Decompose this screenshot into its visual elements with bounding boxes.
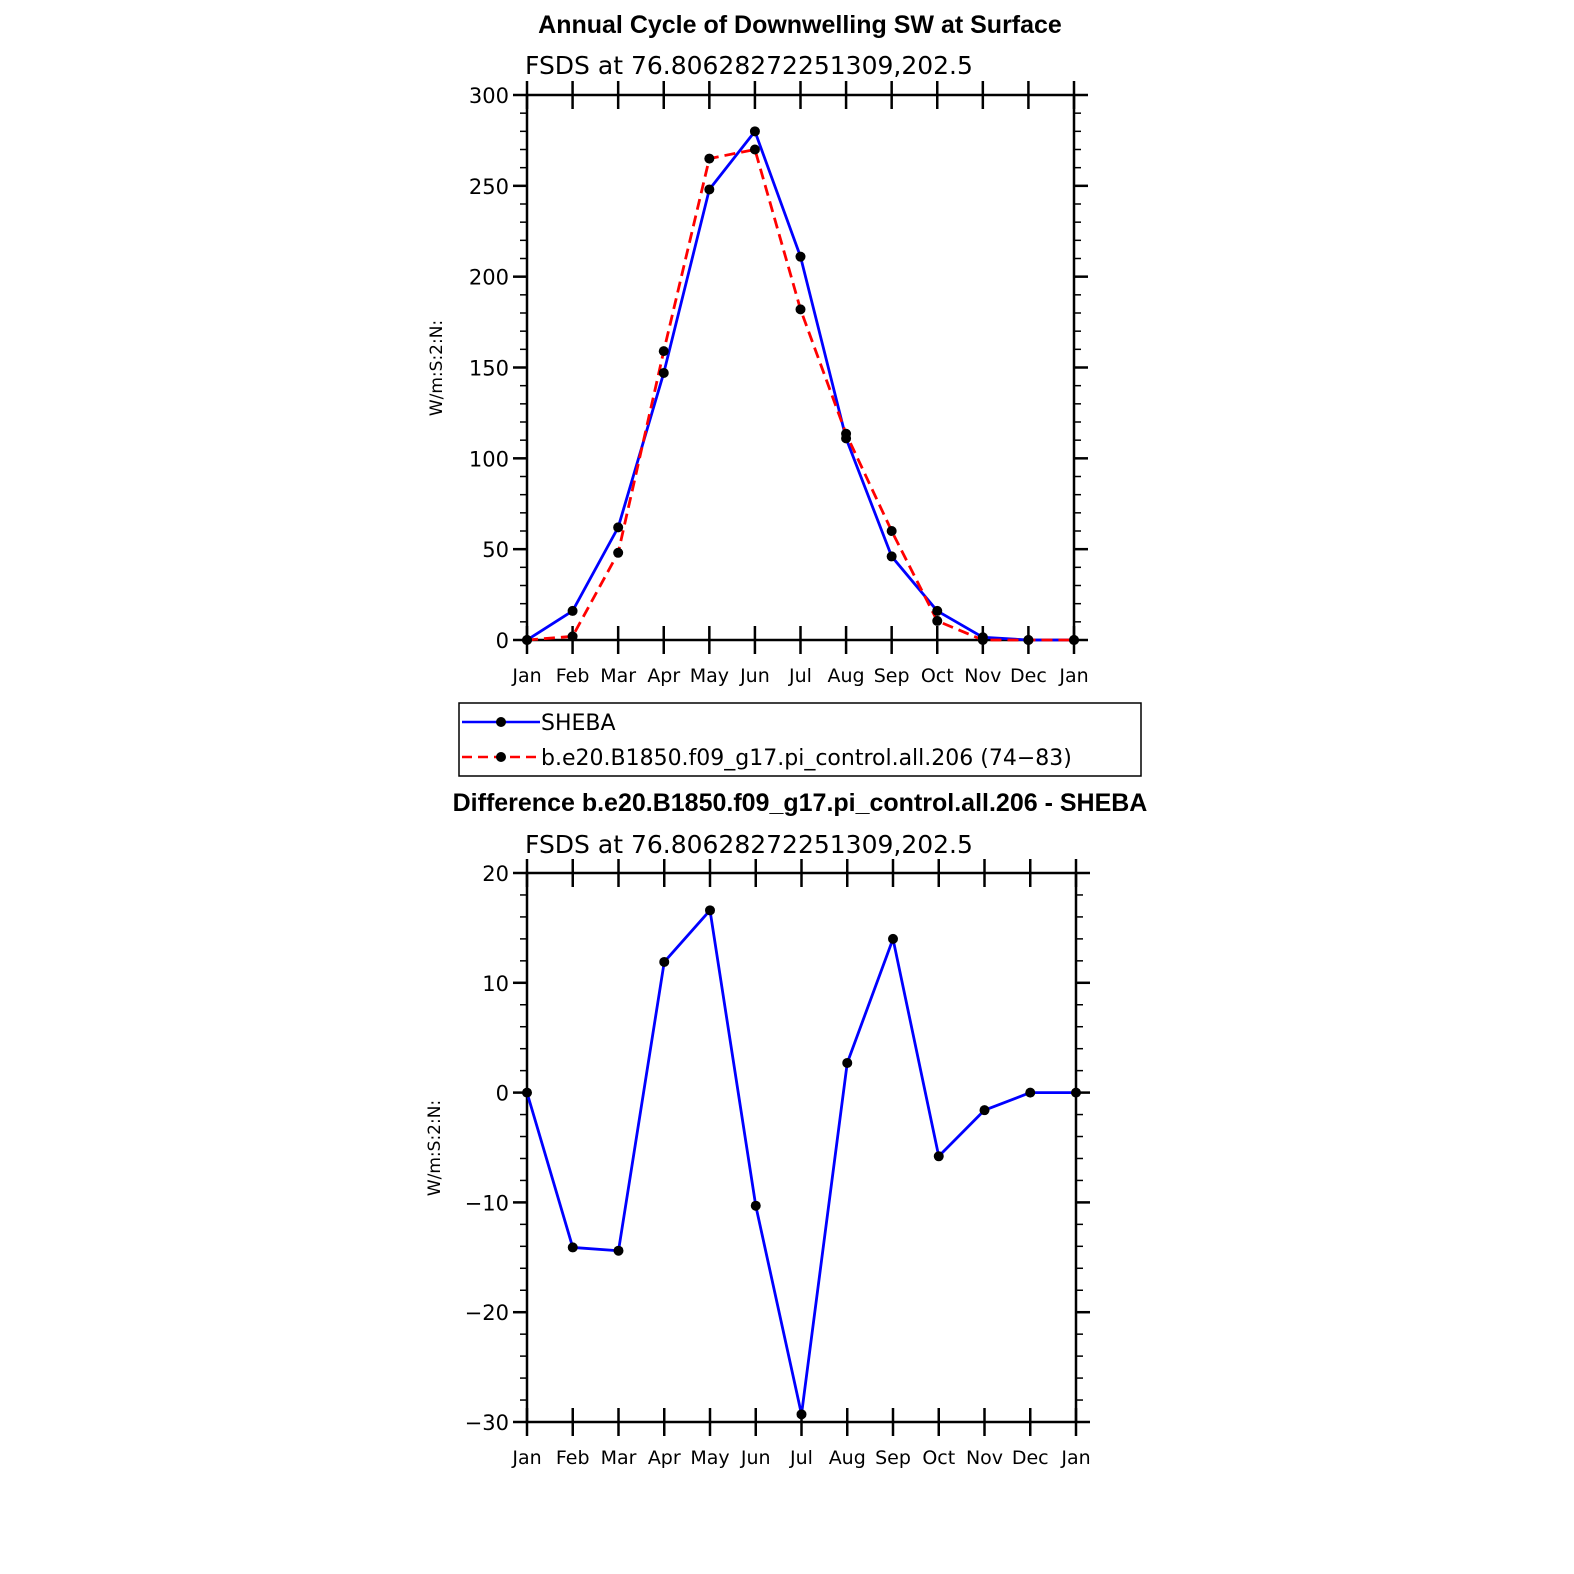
data-point-series-0 [567, 1242, 578, 1253]
x-tick-label: Dec [1010, 665, 1047, 687]
series-line-1 [526, 148, 1074, 642]
y-tick-label: 300 [469, 84, 509, 108]
y-tick-label: 0 [496, 1082, 509, 1106]
data-point-series-0 [613, 522, 624, 533]
data-point-series-0 [613, 1245, 624, 1256]
data-point-series-1 [1023, 635, 1034, 645]
y-axis-label-top: W/m:S:2:N: [427, 320, 447, 416]
plot-frame [525, 93, 1076, 642]
x-tick-label: Feb [556, 1447, 590, 1469]
chart-title-bottom: Difference b.e20.B1850.f09_g17.pi_contro… [453, 789, 1148, 817]
data-point-series-0 [886, 551, 897, 562]
y-tick-label: 200 [469, 266, 509, 290]
data-point-series-0 [888, 933, 898, 944]
data-point-series-0 [842, 1057, 853, 1068]
data-point-series-0 [658, 367, 669, 378]
data-point-series-1 [704, 153, 715, 164]
x-tick-label: May [690, 1447, 729, 1469]
x-tick-label: Sep [874, 665, 910, 687]
data-point-series-1 [522, 635, 532, 645]
plot-bottom: −30 −20 −10 0 10 20 Jan Feb Mar Apr May Jun Jul Aug Se… [465, 859, 1091, 1469]
x-tick-label: Aug [829, 1447, 866, 1469]
chart-title-top: Annual Cycle of Downwelling SW at Surfac… [538, 11, 1062, 39]
x-tick-label: Apr [648, 1447, 681, 1469]
data-point-series-1 [932, 615, 943, 626]
x-tick-label: Jan [1058, 665, 1088, 687]
data-point-series-1 [613, 547, 624, 558]
data-point-series-1 [841, 428, 852, 439]
y-tick-label: −20 [465, 1301, 509, 1325]
chart-subtitle-bottom: FSDS at 76.80628272251309,202.5 [525, 830, 973, 859]
series-line-0 [525, 908, 1076, 1416]
data-point-series-0 [796, 1409, 807, 1420]
legend: SHEBA b.e20.B1850.f09_g17.pi_control.all… [458, 702, 1142, 777]
data-point-series-0 [522, 1087, 532, 1098]
x-tick-label: Oct [921, 665, 954, 687]
data-point-series-0 [1071, 1087, 1081, 1098]
data-point-series-1 [1069, 635, 1079, 645]
x-tick-label: Jan [511, 1447, 541, 1469]
x-tick-label: Mar [601, 1447, 637, 1469]
data-point-series-0 [749, 126, 760, 137]
x-tick-label: Nov [964, 665, 1001, 687]
plot-frame [525, 871, 1078, 1424]
y-tick-label: 20 [482, 862, 509, 886]
data-point-series-1 [886, 526, 897, 536]
data-point-series-0 [567, 605, 578, 616]
data-point-series-1 [567, 631, 578, 642]
y-tick-label: 10 [482, 972, 509, 996]
data-point-series-0 [705, 905, 715, 916]
data-point-series-0 [704, 184, 715, 195]
x-tick-label: Sep [875, 1447, 911, 1469]
y-tick-label: 0 [496, 629, 509, 653]
x-tick-label: Jul [789, 1447, 813, 1469]
y-tick-label: 50 [482, 538, 509, 562]
data-point-series-1 [749, 144, 760, 155]
y-tick-label: −30 [465, 1411, 509, 1435]
series-line-0 [526, 129, 1074, 642]
x-tick-label: Feb [556, 665, 590, 687]
legend-marker-model [496, 752, 506, 762]
x-tick-label: Aug [828, 665, 865, 687]
data-point-series-0 [933, 1151, 944, 1162]
x-tick-label: Apr [647, 665, 680, 687]
data-point-series-1 [658, 346, 669, 357]
data-point-series-0 [979, 1105, 990, 1116]
data-point-series-1 [977, 635, 988, 645]
legend-box [458, 702, 1142, 777]
data-point-series-0 [932, 605, 943, 616]
plot-top: 0 50 100 150 200 250 300 Jan Feb Mar Apr May Jun Jul A… [469, 81, 1089, 687]
y-tick-label: 150 [469, 357, 509, 381]
data-point-series-0 [795, 251, 806, 262]
chart-subtitle-top: FSDS at 76.80628272251309,202.5 [525, 51, 973, 80]
legend-label-model: b.e20.B1850.f09_g17.pi_control.all.206 (… [541, 746, 1072, 771]
x-tick-label: Oct [922, 1447, 955, 1469]
y-tick-label: 100 [469, 447, 509, 471]
x-tick-label: May [690, 665, 729, 687]
x-tick-label: Jun [740, 1447, 771, 1469]
x-tick-label: Mar [600, 665, 636, 687]
y-tick-label: 250 [469, 175, 509, 199]
legend-marker-sheba [496, 717, 506, 727]
data-point-series-0 [1025, 1087, 1036, 1098]
data-point-series-0 [659, 956, 670, 967]
x-tick-label: Jan [1060, 1447, 1090, 1469]
y-axis-label-bottom: W/m:S:2:N: [425, 1100, 445, 1196]
x-tick-label: Jul [788, 665, 812, 687]
data-point-series-1 [795, 304, 806, 315]
data-point-series-0 [750, 1200, 761, 1211]
x-tick-label: Dec [1012, 1447, 1049, 1469]
x-tick-label: Jun [739, 665, 770, 687]
y-tick-label: −10 [465, 1191, 509, 1215]
legend-label-sheba: SHEBA [541, 711, 616, 736]
x-tick-label: Nov [966, 1447, 1003, 1469]
x-tick-label: Jan [511, 665, 541, 687]
